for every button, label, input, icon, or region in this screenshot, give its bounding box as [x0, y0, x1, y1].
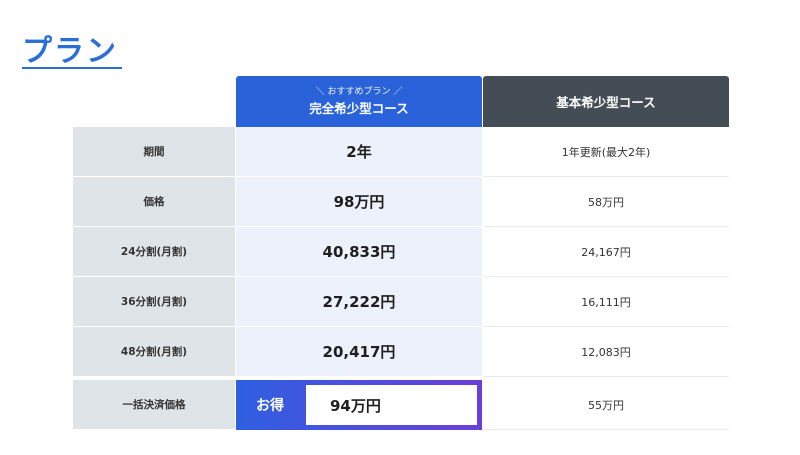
row-label-period: 期間: [73, 127, 235, 176]
basic-price: 58万円: [483, 177, 729, 227]
table-row: 24分割(月割) 40,833円 24,167円: [73, 227, 729, 277]
recommended-plan-header: ＼ おすすめプラン ／ 完全希少型コース: [236, 76, 482, 127]
basic-24-installments: 24,167円: [483, 227, 729, 277]
basic-period: 1年更新(最大2年): [483, 127, 729, 177]
basic-plan-header: 基本希少型コース: [483, 76, 729, 127]
row-label-36-installments: 36分割(月割): [73, 277, 235, 326]
row-label-48-installments: 48分割(月割): [73, 327, 235, 376]
recommended-plan-name: 完全希少型コース: [309, 100, 409, 116]
page-title: プラン: [22, 34, 118, 69]
recommended-price: 98万円: [236, 177, 482, 227]
table-row: 48分割(月割) 20,417円 12,083円: [73, 327, 729, 377]
row-label-24-installments: 24分割(月割): [73, 227, 235, 276]
recommended-48-installments: 20,417円: [236, 327, 482, 377]
basic-48-installments: 12,083円: [483, 327, 729, 377]
basic-lump-sum: 55万円: [483, 380, 729, 430]
row-label-lump-sum: 一括決済価格: [73, 380, 235, 429]
recommended-36-installments: 27,222円: [236, 277, 482, 327]
recommended-period: 2年: [236, 127, 482, 177]
table-row: 期間 2年 1年更新(最大2年): [73, 127, 729, 177]
recommended-lump-sum: 94万円: [306, 385, 477, 425]
recommended-badge: ＼ おすすめプラン ／: [315, 86, 403, 97]
table-row: 36分割(月割) 27,222円 16,111円: [73, 277, 729, 327]
basic-36-installments: 16,111円: [483, 277, 729, 327]
title-underline: [22, 67, 122, 69]
basic-plan-name: 基本希少型コース: [556, 95, 656, 110]
table-row: 一括決済価格 お得 94万円 55万円: [73, 380, 729, 430]
recommended-lump-sum-highlight: お得 94万円: [236, 380, 482, 430]
table-row: 価格 98万円 58万円: [73, 177, 729, 227]
recommended-24-installments: 40,833円: [236, 227, 482, 277]
row-label-price: 価格: [73, 177, 235, 226]
deal-tag: お得: [256, 398, 284, 414]
